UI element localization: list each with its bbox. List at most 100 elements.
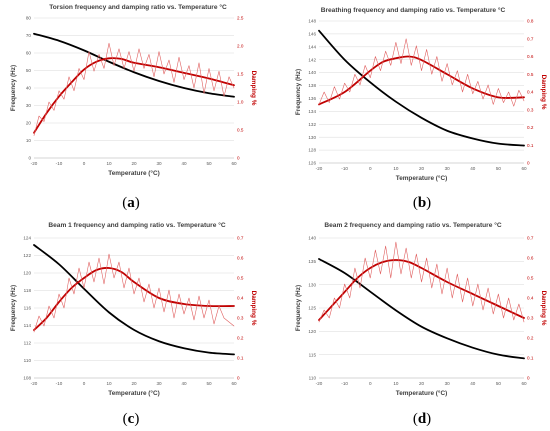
x-tick-label: 40 (181, 161, 187, 166)
y-tick-label: 144 (308, 44, 316, 49)
x-tick-label: 50 (206, 381, 212, 386)
frequency-line (33, 244, 235, 356)
y2-axis-label: Damping % (250, 71, 257, 106)
damping-raw-line (33, 42, 235, 136)
y-tick-label: 142 (308, 57, 316, 62)
y2-tick-label: 0.1 (237, 356, 244, 361)
chart-title: Torsion frequency and damping ratio vs. … (49, 3, 227, 11)
y2-tick-label: 0.1 (527, 143, 534, 148)
y2-tick-label: 0.5 (527, 276, 534, 281)
y-tick-label: 120 (23, 271, 31, 276)
x-axis-label: Temperature (°C) (108, 389, 159, 397)
y-tick-label: 136 (308, 96, 316, 101)
damping-raw-line (33, 253, 235, 333)
y-tick-label: 135 (308, 259, 316, 264)
y2-tick-label: 0.3 (527, 316, 534, 321)
x-tick-label: 0 (83, 381, 86, 386)
y-tick-label: 120 (308, 329, 316, 334)
y-axis-label: Frequency (Hz) (295, 69, 302, 115)
x-tick-label: -10 (56, 161, 63, 166)
panel-caption-letter: b (418, 195, 426, 211)
y2-tick-label: 2.5 (237, 16, 244, 21)
y-tick-label: 115 (309, 352, 317, 357)
x-tick-label: 50 (496, 166, 502, 171)
y-tick-label: 110 (309, 376, 317, 381)
damping-fit-line (318, 55, 525, 106)
y-tick-label: 116 (24, 306, 32, 311)
y-tick-label: 146 (308, 32, 316, 37)
frequency-line (318, 258, 525, 360)
y2-tick-label: 0 (237, 156, 240, 161)
y2-tick-label: 0.3 (527, 107, 534, 112)
y2-tick-label: 0.8 (527, 19, 534, 24)
y2-tick-label: 0.6 (237, 256, 244, 261)
y2-tick-label: 0.4 (527, 90, 534, 95)
y2-tick-label: 0.4 (527, 296, 534, 301)
y2-tick-label: 1.5 (237, 72, 244, 77)
y2-tick-label: 0.2 (527, 125, 534, 130)
y-tick-label: 30 (26, 103, 32, 108)
x-tick-label: 50 (206, 161, 212, 166)
chart-panel-a: 0 10 20 30 40 50 60 70 80 0 0.5 1.0 1.5 2.0 2.5 -20 -10 0… (10, 3, 257, 211)
y2-tick-label: 0 (527, 376, 530, 381)
x-tick-label: 10 (393, 381, 399, 386)
panel-caption: (d) (413, 411, 431, 427)
y-tick-label: 140 (308, 70, 316, 75)
damping-raw-line (318, 241, 525, 323)
x-tick-label: 30 (445, 381, 451, 386)
y2-tick-label: 0.7 (527, 236, 534, 241)
y-axis-label: Frequency (Hz) (10, 285, 17, 331)
x-tick-label: 0 (369, 381, 372, 386)
y-tick-label: 10 (26, 138, 32, 143)
x-tick-label: 60 (521, 166, 527, 171)
y-tick-label: 122 (23, 253, 31, 258)
y2-tick-label: 0.5 (527, 72, 534, 77)
x-tick-label: 20 (131, 381, 137, 386)
chart-title: Beam 1 frequency and damping ratio vs. T… (48, 221, 226, 229)
y-axis-label: Frequency (Hz) (10, 65, 17, 111)
x-tick-label: 60 (521, 381, 527, 386)
y-tick-label: 126 (308, 161, 316, 166)
y-tick-label: 128 (308, 148, 316, 153)
x-tick-label: 0 (369, 166, 372, 171)
y2-tick-label: 0.1 (527, 356, 534, 361)
damping-raw-line (318, 38, 525, 107)
panel-caption-letter: a (127, 195, 135, 211)
y-tick-label: 110 (24, 358, 32, 363)
x-tick-label: 30 (156, 161, 162, 166)
x-tick-label: -20 (31, 381, 38, 386)
y-tick-label: 134 (308, 109, 316, 114)
y-tick-label: 114 (24, 323, 32, 328)
x-tick-label: 0 (83, 161, 86, 166)
x-axis-label: Temperature (°C) (396, 389, 447, 397)
panel-caption: (c) (123, 411, 140, 427)
y-tick-label: 108 (23, 376, 31, 381)
y-tick-label: 0 (28, 156, 31, 161)
chart-panel-d: 110 115 120 125 130 135 140 0 0.1 0.2 0.3 0.4 0.5 0.6… (295, 221, 547, 427)
x-tick-label: 20 (419, 166, 425, 171)
y-tick-label: 60 (26, 51, 32, 56)
y2-tick-label: 0.2 (237, 336, 244, 341)
y2-tick-label: 2.0 (237, 44, 244, 49)
x-tick-label: 50 (496, 381, 502, 386)
x-tick-label: -20 (316, 381, 323, 386)
panel-caption-letter: c (128, 411, 135, 427)
y-tick-label: 138 (308, 83, 316, 88)
y-tick-label: 140 (308, 236, 316, 241)
x-tick-label: 30 (445, 166, 451, 171)
x-axis-label: Temperature (°C) (396, 174, 447, 182)
y2-tick-label: 0.5 (237, 128, 244, 133)
x-tick-label: -10 (56, 381, 63, 386)
y-tick-label: 70 (26, 33, 32, 38)
x-tick-label: 10 (393, 166, 399, 171)
y2-tick-label: 0.7 (237, 236, 244, 241)
y2-tick-label: 0.3 (237, 316, 244, 321)
y-tick-label: 148 (308, 19, 316, 24)
y-tick-label: 118 (24, 288, 32, 293)
panel-caption-letter: d (418, 411, 427, 427)
x-tick-label: 10 (106, 161, 112, 166)
damping-fit-line (318, 259, 525, 321)
y2-axis-label: Damping % (250, 291, 257, 326)
panel-caption: (b) (413, 195, 431, 211)
